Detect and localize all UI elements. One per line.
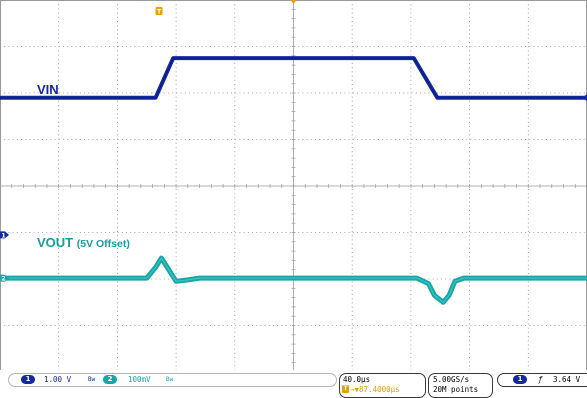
ch2-badge[interactable]: 2: [103, 375, 117, 384]
vin-label: VIN: [37, 82, 59, 97]
ch1-ground-marker-label: 1: [1, 231, 6, 239]
screen-markers: T 1 2: [0, 0, 587, 283]
trigger-slope-icon: ƒ: [538, 375, 543, 384]
trigger-level: 3.64 V: [553, 375, 581, 384]
waveform-traces: [0, 56, 587, 305]
trigger-source-badge: 1: [513, 375, 527, 384]
ch1-badge[interactable]: 1: [21, 375, 35, 384]
record-length: 20M points: [433, 385, 479, 394]
vout-note-text: (5V Offset): [76, 238, 130, 250]
vin-trace-core: [0, 57, 587, 99]
trigger-position-marker: [155, 7, 163, 15]
trigger-position-marker-label: T: [157, 8, 162, 16]
ch1-scale: 1.00 V: [44, 375, 72, 384]
timebase-panel[interactable]: [339, 373, 426, 398]
ch1-bandwidth-icon: Bw: [88, 376, 96, 383]
ch2-ground-marker-label: 2: [1, 275, 6, 283]
sample-rate: 5.00GS/s: [433, 375, 470, 384]
ch1-ground-marker: [0, 231, 9, 239]
ch2-scale: 100mV: [128, 375, 151, 384]
acquisition-panel[interactable]: [428, 373, 493, 398]
trigger-position: →▼87.4000µs: [350, 385, 400, 394]
status-bar: 1 1.00 V Bw 2 100mV Bw 40.0µs T →▼87.400…: [0, 370, 587, 398]
vout-trace-core: [0, 257, 587, 303]
center-time-marker: [290, 0, 297, 4]
vout-label: VOUT (5V Offset): [37, 235, 130, 250]
graticule: [0, 0, 587, 373]
vin-text: VIN: [37, 82, 59, 97]
trigger-position-icon: T: [342, 385, 349, 393]
timebase-value: 40.0µs: [343, 375, 371, 384]
vout-main-text: VOUT: [37, 235, 74, 250]
trigger-level-arrow-icon: [582, 94, 587, 102]
ch2-ground-marker: [0, 274, 9, 282]
ch2-bandwidth-icon: Bw: [166, 376, 174, 383]
channel-scale-panel[interactable]: [8, 373, 337, 387]
